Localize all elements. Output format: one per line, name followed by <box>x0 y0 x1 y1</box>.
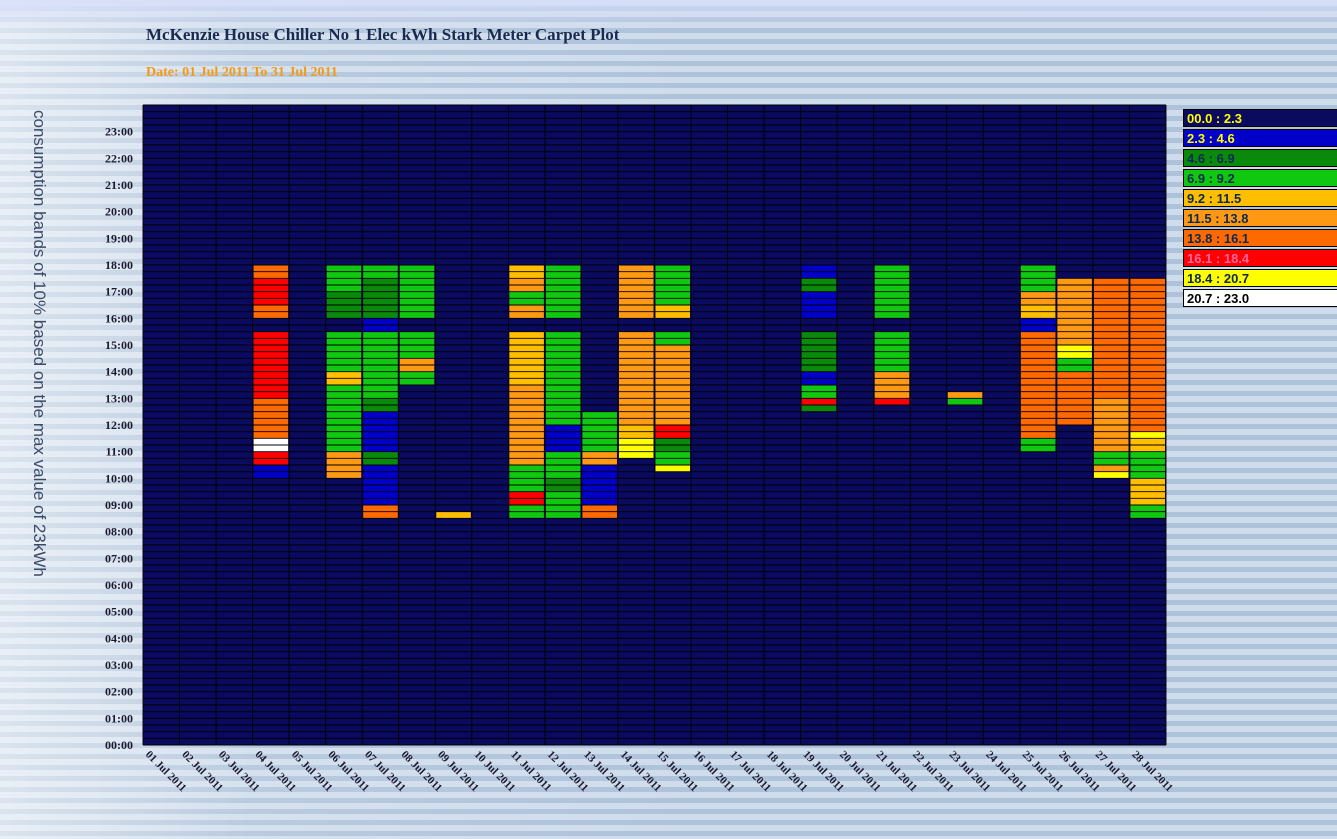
legend-item: 11.5 : 13.8 <box>1183 209 1337 227</box>
heatmap-cell <box>436 511 471 519</box>
y-tick-label: 01:00 <box>105 711 133 725</box>
y-tick-label: 09:00 <box>105 498 133 512</box>
y-tick-label: 04:00 <box>105 631 133 645</box>
legend-item: 6.9 : 9.2 <box>1183 169 1337 187</box>
y-tick-label: 11:00 <box>106 445 133 459</box>
heatmap-cell <box>1093 471 1129 479</box>
legend-item: 4.6 : 6.9 <box>1183 149 1337 167</box>
y-axis-label-wrap: consumption bands of 10% based on the ma… <box>24 110 54 770</box>
y-tick-label: 08:00 <box>105 525 133 539</box>
grid-lines <box>142 104 1167 746</box>
y-tick-label: 18:00 <box>105 258 133 272</box>
y-tick-label: 12:00 <box>105 418 133 432</box>
y-tick-label: 21:00 <box>105 178 133 192</box>
chart-title: McKenzie House Chiller No 1 Elec kWh Sta… <box>146 25 620 44</box>
heatmap-cell <box>1130 431 1165 439</box>
legend-item: 16.1 : 18.4 <box>1183 249 1337 267</box>
y-tick-label: 02:00 <box>105 685 133 699</box>
legend: 00.0 : 2.3 2.3 : 4.6 4.6 : 6.9 6.9 : 9.2 9.2… <box>1183 109 1337 309</box>
y-tick-label: 06:00 <box>105 578 133 592</box>
heatmap-cell <box>947 398 983 405</box>
heatmap-cell <box>947 391 983 399</box>
legend-item: 00.0 : 2.3 <box>1183 109 1337 127</box>
y-tick-label: 14:00 <box>105 365 133 379</box>
y-tick-label: 10:00 <box>105 471 133 485</box>
legend-item: 2.3 : 4.6 <box>1183 129 1337 147</box>
y-tick-label: 23:00 <box>105 125 133 139</box>
heatmap-cell <box>874 398 910 405</box>
legend-item: 20.7 : 23.0 <box>1183 289 1337 307</box>
legend-item: 9.2 : 11.5 <box>1183 189 1337 207</box>
y-tick-label: 15:00 <box>105 338 133 352</box>
heatmap-cell <box>1093 465 1129 472</box>
heatmap-cell <box>1130 278 1165 432</box>
y-tick-label: 05:00 <box>105 605 133 619</box>
y-tick-label: 03:00 <box>105 658 133 672</box>
y-tick-label: 17:00 <box>105 285 133 299</box>
y-tick-label: 19:00 <box>105 231 133 245</box>
heatmap-cell <box>801 398 837 405</box>
legend-item: 18.4 : 20.7 <box>1183 269 1337 287</box>
heatmap-cell <box>655 465 691 472</box>
heatmap-cell <box>801 405 837 412</box>
legend-item: 13.8 : 16.1 <box>1183 229 1337 247</box>
y-axis-label: consumption bands of 10% based on the ma… <box>30 110 49 577</box>
chart-subtitle: Date: 01 Jul 2011 To 31 Jul 2011 <box>146 65 338 80</box>
heatmap-cell <box>618 438 654 459</box>
y-tick-label: 07:00 <box>105 551 133 565</box>
y-tick-label: 20:00 <box>105 205 133 219</box>
y-tick-label: 22:00 <box>105 151 133 165</box>
y-tick-label: 16:00 <box>105 311 133 325</box>
y-tick-label: 00:00 <box>105 738 133 752</box>
y-tick-label: 13:00 <box>105 391 133 405</box>
